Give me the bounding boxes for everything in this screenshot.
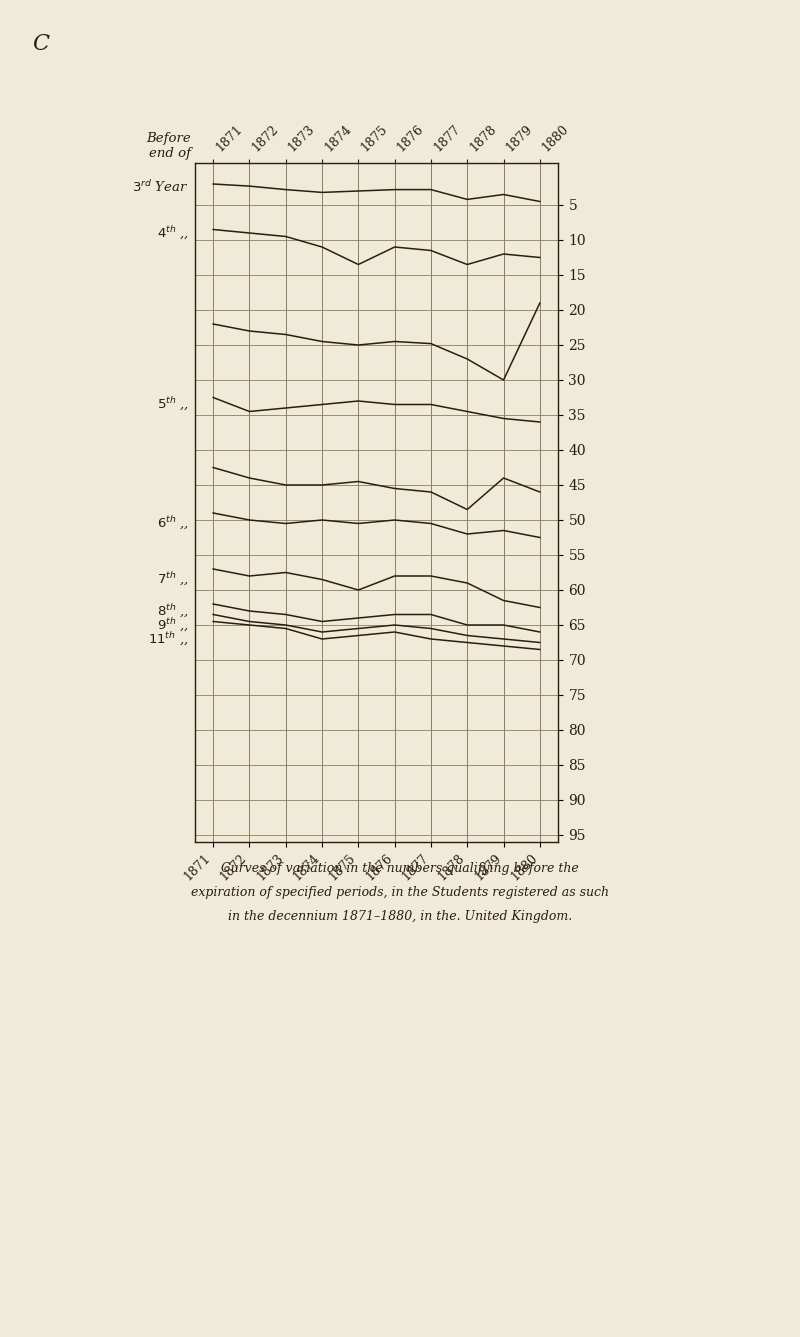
Text: in the decennium 1871–1880, in the. United Kingdom.: in the decennium 1871–1880, in the. Unit… bbox=[228, 910, 572, 923]
Text: $4^{th}$ ,,: $4^{th}$ ,, bbox=[157, 225, 189, 242]
Text: $7^{th}$ ,,: $7^{th}$ ,, bbox=[157, 571, 189, 588]
Text: $5^{th}$ ,,: $5^{th}$ ,, bbox=[157, 396, 189, 413]
Text: Curves of variation in the numbers qualifying before the: Curves of variation in the numbers quali… bbox=[221, 862, 579, 874]
Text: expiration of specified periods, in the Students registered as such: expiration of specified periods, in the … bbox=[191, 886, 609, 898]
Text: Before
end of: Before end of bbox=[146, 132, 191, 160]
Text: $8^{th}$ ,,: $8^{th}$ ,, bbox=[157, 602, 189, 619]
Text: $11^{th}$ ,,: $11^{th}$ ,, bbox=[148, 630, 189, 647]
Text: $3^{rd}$ Year: $3^{rd}$ Year bbox=[132, 179, 189, 195]
Text: $9^{th}$ ,,: $9^{th}$ ,, bbox=[157, 616, 189, 634]
Text: C: C bbox=[32, 33, 49, 55]
Text: $6^{th}$ ,,: $6^{th}$ ,, bbox=[157, 515, 189, 532]
